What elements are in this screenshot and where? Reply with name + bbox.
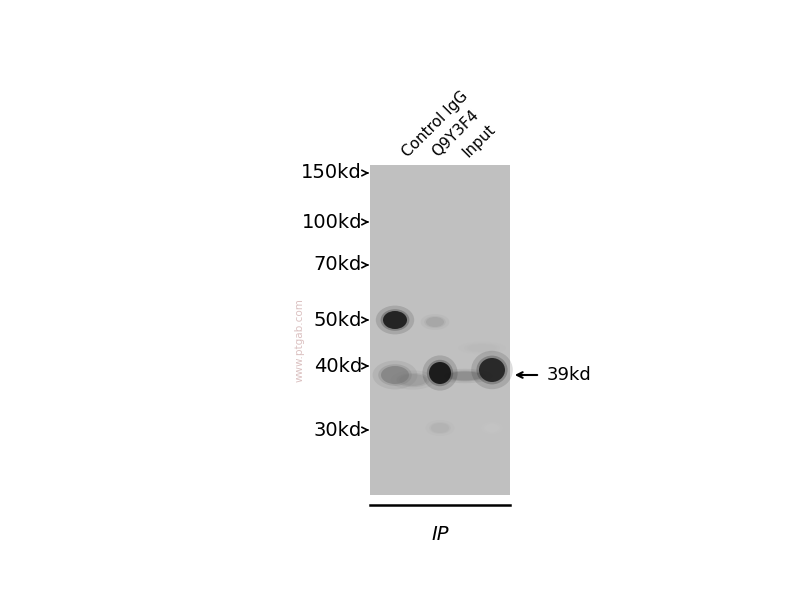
Ellipse shape <box>437 369 493 383</box>
Text: www.ptgab.com: www.ptgab.com <box>295 298 305 382</box>
Ellipse shape <box>376 305 414 334</box>
Ellipse shape <box>399 374 427 386</box>
Ellipse shape <box>444 371 486 382</box>
Ellipse shape <box>381 309 410 331</box>
Ellipse shape <box>467 344 497 352</box>
Ellipse shape <box>427 360 454 386</box>
Ellipse shape <box>378 364 412 386</box>
Ellipse shape <box>422 355 458 391</box>
Text: 100kd: 100kd <box>302 212 362 232</box>
Ellipse shape <box>426 420 454 436</box>
Ellipse shape <box>485 424 499 432</box>
Ellipse shape <box>373 361 418 389</box>
Ellipse shape <box>481 422 503 434</box>
Ellipse shape <box>447 371 482 380</box>
Ellipse shape <box>383 311 407 329</box>
Text: 40kd: 40kd <box>314 356 362 376</box>
Ellipse shape <box>464 343 500 353</box>
Ellipse shape <box>431 423 449 433</box>
Text: 39kd: 39kd <box>546 366 591 384</box>
Text: IP: IP <box>431 525 449 544</box>
Ellipse shape <box>426 317 444 327</box>
Ellipse shape <box>381 366 409 384</box>
Ellipse shape <box>421 314 450 330</box>
Text: 30kd: 30kd <box>314 421 362 439</box>
Ellipse shape <box>477 356 508 385</box>
Text: 70kd: 70kd <box>314 256 362 275</box>
Ellipse shape <box>429 362 451 384</box>
Ellipse shape <box>390 370 435 389</box>
Text: 150kd: 150kd <box>302 163 362 182</box>
Ellipse shape <box>430 422 451 434</box>
Text: Input: Input <box>459 121 498 160</box>
Text: Q9Y3F4: Q9Y3F4 <box>430 107 482 160</box>
Ellipse shape <box>396 373 430 387</box>
Ellipse shape <box>458 341 506 355</box>
Ellipse shape <box>471 351 513 389</box>
Bar <box>370 165 510 495</box>
Ellipse shape <box>479 358 505 382</box>
Ellipse shape <box>483 423 501 433</box>
Text: 50kd: 50kd <box>314 311 362 329</box>
Ellipse shape <box>424 316 446 328</box>
Text: Control IgG: Control IgG <box>399 88 471 160</box>
